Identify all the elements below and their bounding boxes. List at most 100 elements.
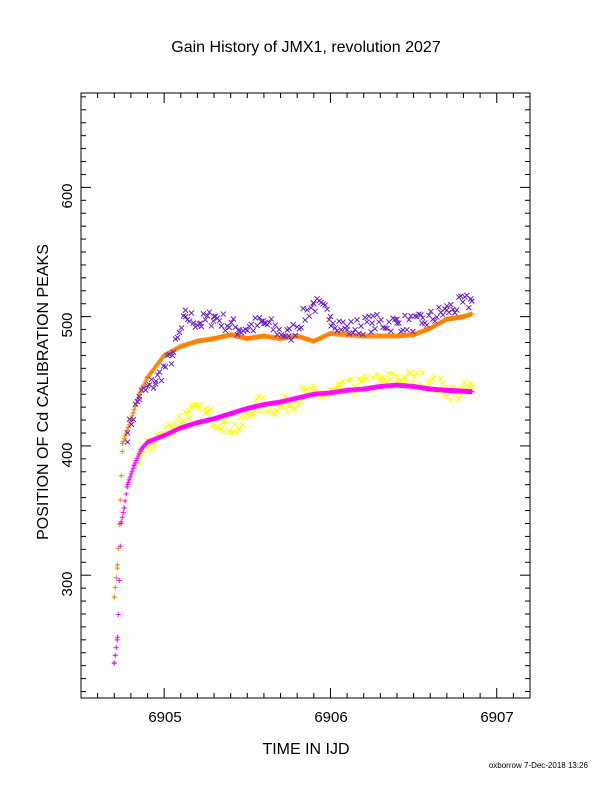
data-point <box>393 373 400 380</box>
data-point <box>180 418 186 425</box>
data-point <box>202 405 208 412</box>
data-point <box>327 390 333 396</box>
data-point <box>312 308 318 315</box>
data-point <box>453 307 460 313</box>
y-axis-label: POSITION OF Cd CALIBRATION PEAKS <box>35 244 52 540</box>
data-point <box>328 323 334 329</box>
data-point <box>122 498 128 504</box>
data-point <box>186 415 192 422</box>
data-point <box>334 327 340 334</box>
data-point <box>382 325 388 331</box>
data-point <box>344 387 350 393</box>
data-point <box>250 413 256 420</box>
data-point <box>327 330 333 336</box>
data-point <box>411 373 418 380</box>
data-point <box>286 333 292 339</box>
data-point <box>248 321 255 328</box>
data-point <box>282 393 288 399</box>
data-point <box>303 386 310 393</box>
data-point <box>210 318 217 324</box>
x-tick-label-6907: 6907 <box>480 709 513 726</box>
data-point <box>236 326 242 333</box>
data-point <box>211 336 217 342</box>
data-point <box>468 298 475 304</box>
data-point <box>438 309 444 316</box>
data-point <box>460 314 466 320</box>
data-point <box>162 424 168 431</box>
data-point <box>374 311 380 318</box>
data-point <box>411 332 417 338</box>
data-point <box>384 325 390 332</box>
data-point <box>394 333 400 339</box>
data-point <box>228 429 234 436</box>
data-point <box>469 311 475 317</box>
axis-ticks <box>81 93 530 698</box>
data-point <box>234 430 240 436</box>
data-point <box>136 460 143 466</box>
data-point <box>178 425 184 431</box>
data-point <box>219 419 226 426</box>
data-point <box>234 331 241 338</box>
data-point <box>428 308 434 315</box>
data-point <box>361 386 367 392</box>
data-point <box>410 328 416 335</box>
series-2 <box>136 368 475 466</box>
data-point <box>330 320 336 327</box>
data-point <box>348 318 354 325</box>
data-point <box>128 471 134 477</box>
data-point <box>211 416 217 422</box>
data-point <box>119 448 125 454</box>
data-marks <box>111 292 475 666</box>
data-point <box>130 465 136 471</box>
data-point <box>138 447 144 453</box>
data-point <box>467 380 474 387</box>
data-point <box>230 316 237 322</box>
data-point <box>127 474 133 480</box>
data-point <box>124 430 131 436</box>
data-point <box>362 314 368 321</box>
data-point <box>111 594 117 600</box>
data-point <box>120 440 126 446</box>
data-point <box>260 394 266 401</box>
data-point <box>169 423 176 430</box>
data-point <box>166 421 172 428</box>
data-point <box>347 376 354 383</box>
data-point <box>214 424 220 431</box>
data-point <box>123 491 129 497</box>
data-point <box>427 378 434 385</box>
data-point <box>278 336 284 342</box>
y-tick-label-500: 500 <box>59 312 76 337</box>
data-point <box>244 327 251 334</box>
data-point <box>443 303 450 309</box>
data-point <box>379 374 386 381</box>
y-tick-label-300: 300 <box>59 571 76 596</box>
chart-title: Gain History of JMX1, revolution 2027 <box>171 39 441 56</box>
data-point <box>176 413 182 420</box>
data-point <box>206 309 213 315</box>
data-point <box>131 407 137 413</box>
data-point <box>377 378 384 385</box>
data-point <box>248 410 254 416</box>
data-point <box>128 421 135 428</box>
data-point <box>280 333 287 340</box>
data-point <box>370 313 376 319</box>
data-point <box>120 510 126 516</box>
x-tick-label-6906: 6906 <box>314 709 347 726</box>
data-point <box>162 364 169 370</box>
data-point <box>182 313 189 320</box>
data-point <box>411 383 417 389</box>
data-point <box>204 312 211 319</box>
data-point <box>161 352 167 358</box>
data-point <box>418 312 424 318</box>
data-point <box>359 377 366 384</box>
data-point <box>116 577 122 583</box>
data-point <box>284 408 290 415</box>
data-point <box>276 326 283 333</box>
data-point <box>236 427 242 433</box>
data-point <box>301 386 308 393</box>
data-point <box>402 375 409 382</box>
data-point <box>427 386 433 392</box>
data-point <box>277 404 284 410</box>
data-point <box>208 406 214 413</box>
